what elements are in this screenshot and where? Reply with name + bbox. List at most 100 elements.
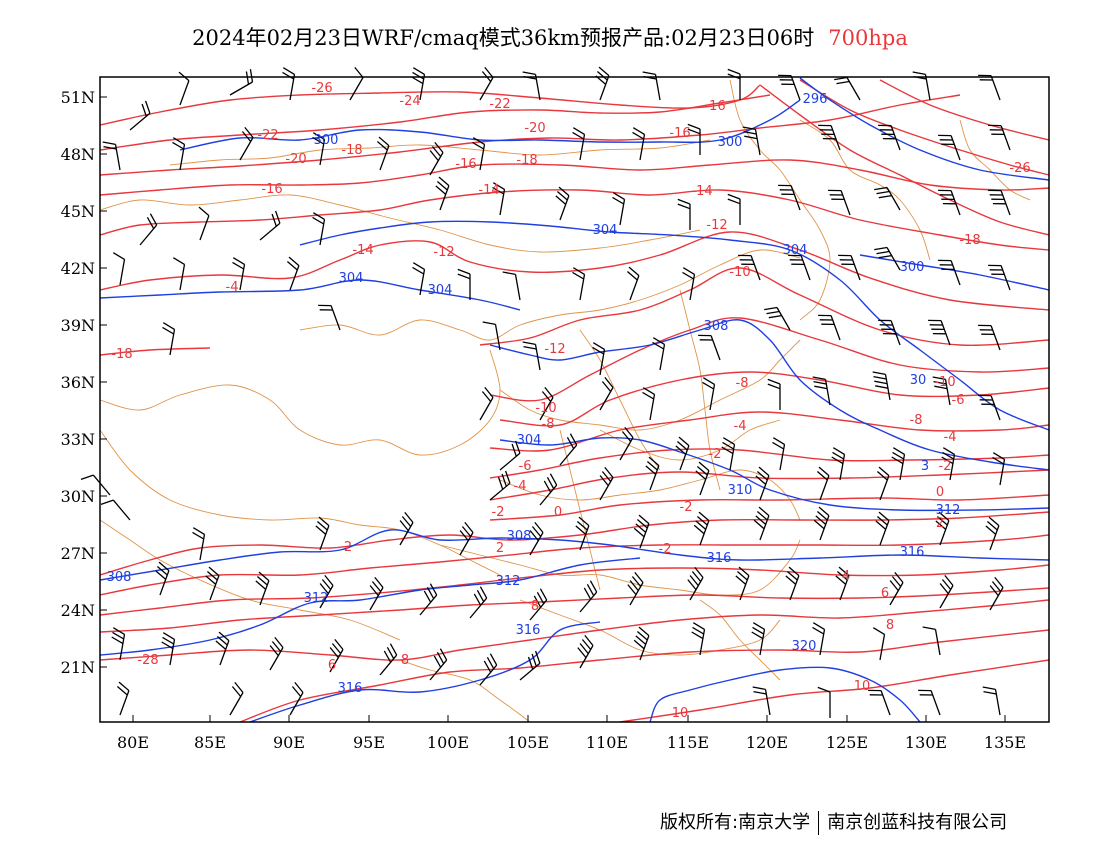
temperature-label: 0 [936,485,944,500]
wind-barb [619,426,634,461]
boundary-line [559,429,601,591]
wind-barb [817,686,831,718]
lon-tick-label: 90E [273,733,305,752]
title-level: 700hpa [828,26,908,50]
footer-left: 版权所有:南京大学 [660,812,811,833]
lat-tick-label: 51N [61,88,95,107]
wind-barb [785,566,800,601]
wind-barb [329,638,344,673]
geopotential-isoline [489,319,1050,471]
geopotential-label: 308 [107,570,132,585]
boundary-line [99,194,701,253]
wind-barb [812,622,826,656]
wind-barb [129,100,151,131]
temperature-isotherm [99,231,1050,311]
wind-barb [457,268,471,300]
geopotential-label: 308 [704,319,729,334]
wind-barb [878,319,901,346]
wind-barb [675,436,690,471]
temperature-label: -8 [910,413,923,428]
temperature-label: -4 [734,419,747,434]
wind-barb [742,126,761,156]
wind-barb [315,516,330,551]
wind-barb [695,461,710,496]
geopotential-label: 304 [593,223,618,238]
title-main: 2024年02月23日WRF/cmaq模式36km预报产品:02月23日06时 [192,26,815,50]
wind-barb [932,376,951,406]
temperature-label: -20 [524,121,545,136]
wind-barb [772,437,786,471]
wind-barb [831,447,846,481]
lon-tick-label: 85E [194,733,226,752]
longitude-axis: 80E 85E 90E 95E 100E 105E 110E 115E 120E 125E 130E… [117,715,1026,752]
wind-barb [522,341,541,371]
lon-tick-label: 130E [905,733,947,752]
wind-barb [682,267,696,301]
wind-barb [691,622,706,656]
temperature-isotherm [99,84,761,126]
wind-barb [922,626,941,656]
wind-barb [172,257,186,291]
wind-barb [482,321,501,351]
wind-barb [978,324,1001,351]
lat-tick-label: 42N [61,259,95,278]
wind-barb [479,653,498,686]
wind-barb [778,184,801,211]
wind-barb [813,506,830,541]
temperature-isotherm [489,469,1050,501]
wind-barb [286,256,300,291]
wind-barb [579,580,598,613]
geopotential-label: 312 [936,503,961,518]
boundary-line [579,329,661,471]
wind-barb [677,198,691,230]
temperature-isotherm [499,371,1050,427]
wind-barb [612,192,626,226]
geopotential-label: 308 [507,529,532,544]
wind-barb [891,447,906,481]
wind-barb [702,377,716,411]
wind-barb [459,521,474,556]
footer-right: 南京创蓝科技有限公司 [827,812,1008,833]
lat-tick-label: 45N [61,202,95,221]
lat-tick-label: 21N [61,658,95,677]
wind-barb [192,527,206,561]
chart-title: 2024年02月23日WRF/cmaq模式36km预报产品:02月23日06时 7… [0,22,1100,52]
wind-barb [229,681,244,716]
lon-tick-label: 125E [826,733,868,752]
wind-barb [872,371,891,401]
wind-barb [318,304,341,331]
temperature-label: 0 [554,505,562,520]
wind-barb [642,71,661,101]
temperature-label: -8 [542,417,555,432]
temperature-labels: -26-24 -22-22 -20-20-18-18-18-16-16-16-16-… [111,81,1030,721]
geopotential-label: 310 [728,483,753,498]
wind-barb [239,126,254,161]
wind-barb [835,566,850,601]
lon-tick-label: 115E [667,733,709,752]
temperature-isotherm [99,599,1050,661]
geopotential-label: 316 [900,545,925,560]
geopotential-label: 316 [338,681,363,696]
wind-barb [205,566,220,601]
temperature-label: -10 [535,401,556,416]
wind-barb [693,511,710,546]
temperature-label: -22 [489,97,510,112]
temperature-label: -6 [519,459,532,474]
temperature-label: 2 [496,541,504,556]
wind-barb [376,136,390,171]
temperature-label: -2 [939,459,952,474]
wind-barb [572,267,586,301]
boundary-line [699,599,781,681]
wind-barb [289,681,304,716]
temperature-isotherm [479,267,1050,346]
wind-barb [519,650,541,681]
wind-barb [727,193,741,225]
wind-barb [172,137,186,171]
wind-barb [939,574,954,609]
temperature-label: -12 [706,218,727,233]
temperature-isotherm [99,511,1050,576]
temperature-label: -18 [959,233,980,248]
temperature-label: 8 [401,653,409,668]
wind-barb [735,566,750,601]
